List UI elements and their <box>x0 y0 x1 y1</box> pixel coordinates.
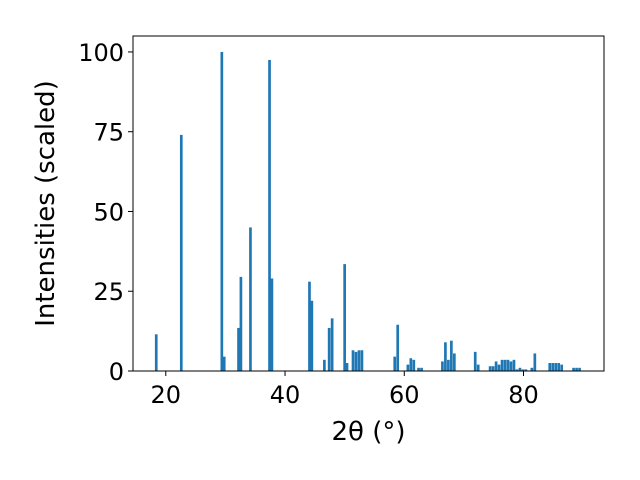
bar <box>473 351 477 371</box>
bar <box>476 364 480 371</box>
bar <box>524 369 528 371</box>
bar <box>453 353 456 371</box>
plot-frame <box>132 35 605 372</box>
bar <box>357 350 361 371</box>
bar <box>396 324 400 371</box>
bar <box>220 51 224 371</box>
bar <box>420 367 423 371</box>
bar <box>345 363 349 371</box>
bar <box>503 359 507 371</box>
bar <box>500 359 504 371</box>
bar <box>354 351 358 371</box>
bar <box>343 264 346 371</box>
bar <box>530 367 534 371</box>
x-tick-label: 60 <box>389 381 420 409</box>
bar <box>310 300 314 371</box>
bar <box>488 366 492 371</box>
bar <box>447 359 450 371</box>
bar <box>551 363 555 371</box>
bar <box>512 359 516 371</box>
bar <box>412 359 416 371</box>
bar <box>548 363 552 371</box>
x-tick-label: 20 <box>151 381 182 409</box>
y-axis-label: Intensities (scaled) <box>31 80 61 327</box>
bar <box>406 364 410 371</box>
bar <box>351 350 355 371</box>
y-tick-label: 100 <box>78 39 124 67</box>
y-tick-label: 50 <box>93 198 124 226</box>
bar <box>491 366 495 371</box>
bar <box>308 281 311 371</box>
bar <box>270 278 274 371</box>
y-tick-label: 25 <box>93 278 124 306</box>
y-tick-label: 75 <box>93 119 124 147</box>
bar <box>237 327 240 371</box>
bar <box>441 361 444 371</box>
y-axis-ticks: 0 25 50 75 100 <box>78 39 133 386</box>
x-axis-label: 2θ (°) <box>331 417 405 447</box>
bar <box>557 363 561 371</box>
y-tick-label: 0 <box>109 358 124 386</box>
x-axis-ticks: 20 40 60 80 <box>151 371 539 409</box>
bar <box>249 227 252 371</box>
bar <box>154 334 158 371</box>
x-tick-label: 80 <box>508 381 539 409</box>
bar <box>327 327 331 371</box>
bar <box>521 369 525 371</box>
bar <box>323 359 326 371</box>
bar <box>450 340 453 371</box>
bar <box>179 134 183 371</box>
bar <box>572 367 575 371</box>
bar <box>330 318 334 371</box>
bar <box>393 356 397 371</box>
bar <box>417 367 420 371</box>
bar <box>494 361 498 371</box>
bar <box>578 367 581 371</box>
bar <box>533 353 537 371</box>
bar <box>360 350 364 371</box>
bar <box>518 367 522 371</box>
bar <box>560 364 564 371</box>
bar <box>554 363 558 371</box>
bar <box>409 358 413 371</box>
bar <box>506 359 510 371</box>
bars-group <box>154 51 581 372</box>
bar <box>515 369 519 371</box>
bar <box>222 356 226 371</box>
bar <box>239 276 243 371</box>
bar <box>509 361 513 371</box>
bar <box>444 342 447 371</box>
bar <box>268 59 271 372</box>
bar <box>497 364 501 371</box>
bar <box>575 367 578 371</box>
x-tick-label: 40 <box>270 381 301 409</box>
